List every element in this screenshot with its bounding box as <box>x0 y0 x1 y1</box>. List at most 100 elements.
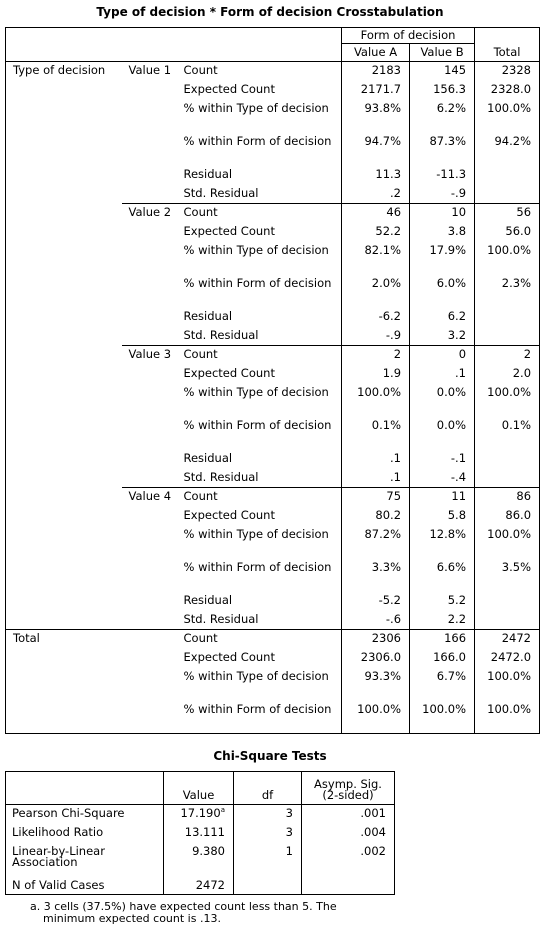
statistic-label: % within Type of decision <box>183 526 329 541</box>
table-row: Expected Count 2306.0 166.0 2472.0 <box>6 648 540 668</box>
row-group-label: Value 2 <box>121 203 182 346</box>
test-value-text: 9.380 <box>192 843 225 858</box>
crosstab-title: Type of decision * Form of decision Cros… <box>96 5 444 19</box>
row-group-label: Value 3 <box>121 345 182 488</box>
value-cell: .1 <box>341 449 410 469</box>
value-cell: 2.3% <box>474 274 540 308</box>
table-row: Total Count 2306 166 2472 <box>5 629 540 734</box>
value-cell: 145 <box>409 61 475 81</box>
test-label: Pearson Chi-Square <box>12 806 125 820</box>
value-cell: 6.2% <box>409 99 475 133</box>
value-cell: -.9 <box>341 326 410 346</box>
value-cell: .1 <box>341 468 410 488</box>
value-cell: 2 <box>474 345 540 365</box>
table-row: Value 2 Count 46 10 56 <box>6 203 540 346</box>
row-group-label: Value 4 <box>121 487 182 630</box>
value-cell: 3.2 <box>409 326 475 346</box>
value-cell: 11 <box>409 487 475 507</box>
table-row: Residual 11.3 -11.3 <box>6 165 540 185</box>
value-cell: -.9 <box>409 184 475 204</box>
value-cell <box>474 165 540 185</box>
value-cell: 93.8% <box>341 99 410 133</box>
test-sig: .002 <box>301 842 395 877</box>
test-df: 3 <box>233 804 302 824</box>
test-value-text: 17.190 <box>180 806 221 820</box>
statistic-label: % within Type of decision <box>183 100 329 115</box>
table-row: Expected Count 2171.7 156.3 2328.0 <box>6 80 540 100</box>
column-group-label: Form of decision <box>341 27 475 44</box>
value-cell: 3.8 <box>409 222 475 242</box>
value-cell: 0.0% <box>409 383 475 417</box>
test-value: 17.190a <box>163 804 234 824</box>
statistic-label: Expected Count <box>183 649 275 664</box>
row-variable-total: Total <box>5 629 182 734</box>
chisq-footnote: a. 3 cells (37.5%) have expected count l… <box>30 901 390 925</box>
value-cell: -5.2 <box>341 591 410 611</box>
value-cell: 166 <box>409 629 475 649</box>
statistic-label: % within Form of decision <box>183 133 332 148</box>
value-cell: 87.3% <box>409 132 475 166</box>
value-cell: 56 <box>474 203 540 223</box>
value-cell: -.6 <box>341 610 410 630</box>
value-cell: 100.0% <box>474 700 540 734</box>
value-cell: 87.2% <box>341 525 410 559</box>
value-cell: 6.2 <box>409 307 475 327</box>
table-row: % within Type of decision 93.3% 6.7% 100.0% <box>6 667 540 701</box>
value-cell: 0.0% <box>409 416 475 450</box>
test-value: 2472 <box>163 876 234 895</box>
test-label: Linear-by-Linear Association <box>12 843 105 869</box>
value-cell: 86 <box>474 487 540 507</box>
statistic-label: Std. Residual <box>183 327 259 342</box>
statistic-label: Count <box>181 345 342 365</box>
table-row: Residual -6.2 6.2 <box>6 307 540 327</box>
df-header: df <box>233 771 302 805</box>
value-cell: 100.0% <box>341 700 410 734</box>
test-df: 3 <box>233 823 302 843</box>
statistic-label: % within Type of decision <box>183 242 329 257</box>
value-cell: -.1 <box>409 449 475 469</box>
table-row: % within Form of decision 94.7% 87.3% 94.2% <box>6 132 540 166</box>
value-cell: 5.8 <box>409 506 475 526</box>
table-row: Type of decision Value 1 Count 2183 145 2328 <box>6 61 540 81</box>
statistic-label: Expected Count <box>183 507 275 522</box>
table-row: % within Type of decision 87.2% 12.8% 100.0… <box>6 525 540 559</box>
statistic-label: % within Type of decision <box>183 668 329 683</box>
value-cell: 2328.0 <box>474 80 540 100</box>
value-cell: 11.3 <box>341 165 410 185</box>
value-cell: 1.9 <box>341 364 410 384</box>
value-cell: 17.9% <box>409 241 475 275</box>
value-cell: 6.0% <box>409 274 475 308</box>
table-row: % within Type of decision 82.1% 17.9% 100.0… <box>6 241 540 275</box>
value-cell: 2472.0 <box>474 648 540 668</box>
value-cell: 2306 <box>341 629 410 649</box>
footnote-marker: a <box>220 806 225 815</box>
table-row: Value 3 Count 2 0 2 <box>6 345 540 488</box>
header-corner <box>5 27 342 62</box>
value-cell: 75 <box>341 487 410 507</box>
statistic-label: % within Type of decision <box>183 384 329 399</box>
statistic-label: % within Form of decision <box>183 559 332 574</box>
table-row: Value 4 Count 75 11 86 <box>6 487 540 630</box>
value-cell: 6.6% <box>409 558 475 592</box>
table-row: Pearson Chi-Square 17.190a 3.001 <box>6 804 395 824</box>
value-cell <box>474 307 540 327</box>
table-row: % within Form of decision 100.0% 100.0% 100… <box>6 700 540 734</box>
value-cell: 100.0% <box>474 667 540 701</box>
test-value-text: 2472 <box>195 877 225 892</box>
value-cell: 2171.7 <box>341 80 410 100</box>
value-cell: 100.0% <box>474 99 540 133</box>
table-row: Residual .1 -.1 <box>6 449 540 469</box>
crosstab-table: Form of decision Total Value A Value B Type … <box>5 27 541 734</box>
table-row: Std. Residual -.6 2.2 <box>6 610 540 630</box>
test-label: Likelihood Ratio <box>12 824 104 839</box>
value-cell: -.4 <box>409 468 475 488</box>
statistic-label: Std. Residual <box>183 469 259 484</box>
table-row: Std. Residual -.9 3.2 <box>6 326 540 346</box>
table-row: Std. Residual .1 -.4 <box>6 468 540 488</box>
value-cell: 94.7% <box>341 132 410 166</box>
statistic-label: Residual <box>183 166 233 181</box>
value-cell: 0.1% <box>341 416 410 450</box>
value-cell: 46 <box>341 203 410 223</box>
column-a-header: Value A <box>341 43 410 62</box>
test-label: N of Valid Cases <box>12 877 105 892</box>
